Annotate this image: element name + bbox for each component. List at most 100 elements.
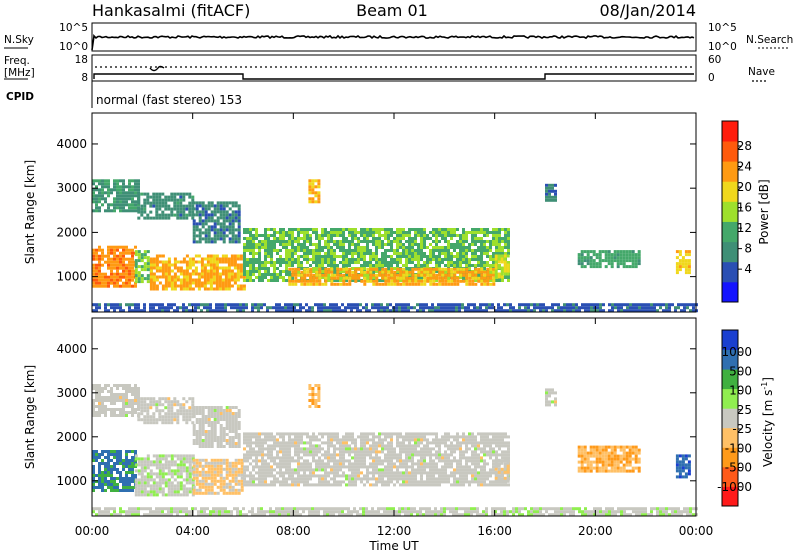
heatmap-cell	[255, 243, 258, 246]
heatmap-cell	[173, 272, 177, 276]
heatmap-cell	[167, 463, 171, 467]
heatmap-cell	[324, 480, 327, 484]
heatmap-cell	[167, 400, 171, 404]
heatmap-cell	[267, 267, 270, 270]
heatmap-cell	[210, 409, 214, 412]
heatmap-cell	[107, 459, 110, 462]
heatmap-cell	[206, 306, 209, 310]
heatmap-cell	[95, 387, 98, 390]
heatmap-cell	[201, 491, 205, 495]
heatmap-cell	[300, 468, 303, 472]
heatmap-cell	[282, 243, 285, 246]
heatmap-cell	[309, 258, 312, 261]
heatmap-cell	[267, 432, 270, 436]
heatmap-cell	[396, 249, 399, 252]
heatmap-cell	[185, 457, 189, 461]
heatmap-cell	[330, 435, 333, 439]
heatmap-cell	[203, 266, 207, 270]
heatmap-cell	[104, 306, 107, 310]
heatmap-cell	[231, 485, 235, 489]
heatmap-cell	[134, 487, 138, 491]
heatmap-cell	[188, 415, 192, 419]
heatmap-cell	[164, 309, 167, 313]
heatmap-cell	[429, 267, 433, 271]
heatmap-cell	[384, 243, 387, 246]
heatmap-cell	[222, 488, 226, 492]
heatmap-cell	[584, 306, 587, 310]
heatmap-cell	[486, 246, 489, 249]
heatmap-cell	[113, 309, 116, 313]
heatmap-cell	[152, 400, 156, 404]
heatmap-cell	[255, 258, 258, 261]
heatmap-cell	[113, 402, 116, 405]
heatmap-cell	[213, 476, 217, 480]
heatmap-cell	[498, 240, 501, 243]
heatmap-cell	[210, 442, 214, 445]
heatmap-cell	[116, 486, 119, 489]
heatmap-cell	[255, 444, 258, 448]
heatmap-cell	[158, 275, 162, 279]
heatmap-cell	[300, 255, 303, 258]
heatmap-cell	[426, 267, 430, 271]
heatmap-cell	[195, 201, 199, 205]
heatmap-cell	[311, 309, 314, 313]
heatmap-cell	[315, 228, 318, 231]
heatmap-cell	[95, 396, 98, 399]
heatmap-cell	[143, 253, 147, 257]
heatmap-cell	[134, 191, 137, 195]
heatmap-cell	[137, 457, 141, 461]
heatmap-cell	[182, 454, 186, 458]
heatmap-cell	[687, 262, 691, 266]
heatmap-cell	[297, 465, 300, 469]
heatmap-cell	[297, 267, 301, 271]
heatmap-cell	[291, 276, 294, 279]
heatmap-cell	[276, 231, 279, 234]
heatmap-cell	[441, 258, 444, 261]
heatmap-cell	[246, 243, 249, 246]
heatmap-cell	[279, 270, 282, 273]
heatmap-cell	[444, 279, 448, 283]
heatmap-cell	[628, 256, 632, 260]
heatmap-cell	[464, 306, 467, 310]
heatmap-cell	[146, 490, 150, 494]
heatmap-cell	[161, 269, 165, 273]
heatmap-cell	[342, 282, 346, 286]
heatmap-cell	[330, 264, 333, 267]
heatmap-cell	[243, 432, 246, 436]
heatmap-cell	[231, 418, 235, 421]
heatmap-cell	[146, 457, 150, 461]
heatmap-cell	[107, 462, 110, 465]
heatmap-cell	[216, 406, 220, 409]
heatmap-cell	[285, 234, 288, 237]
heatmap-cell	[348, 468, 351, 472]
heatmap-cell	[192, 485, 196, 489]
heatmap-cell	[351, 234, 354, 237]
heatmap-cell	[210, 479, 214, 483]
heatmap-cell	[201, 473, 205, 477]
heatmap-cell	[366, 264, 369, 267]
heatmap-cell	[536, 303, 539, 307]
heatmap-cell	[170, 192, 174, 196]
heatmap-cell	[215, 275, 219, 279]
heatmap-cell	[294, 432, 297, 436]
heatmap-cell	[155, 198, 159, 202]
heatmap-cell	[348, 432, 351, 436]
heatmap-cell	[201, 424, 205, 427]
heatmap-cell	[158, 207, 162, 211]
heatmap-cell	[297, 228, 300, 231]
heatmap-cell	[456, 267, 460, 271]
heatmap-cell	[459, 261, 462, 264]
heatmap-cell	[330, 477, 333, 481]
heatmap-cell	[273, 267, 276, 270]
heatmap-cell	[234, 442, 238, 445]
heatmap-cell	[119, 179, 122, 183]
heatmap-cell	[191, 403, 195, 407]
heatmap-cell	[125, 390, 128, 393]
heatmap-cell	[339, 459, 342, 463]
heatmap-cell	[125, 197, 128, 201]
heatmap-cell	[213, 219, 217, 223]
heatmap-cell	[339, 441, 342, 445]
heatmap-cell	[216, 234, 220, 238]
heatmap-cell	[104, 384, 107, 387]
heatmap-cell	[143, 303, 146, 307]
